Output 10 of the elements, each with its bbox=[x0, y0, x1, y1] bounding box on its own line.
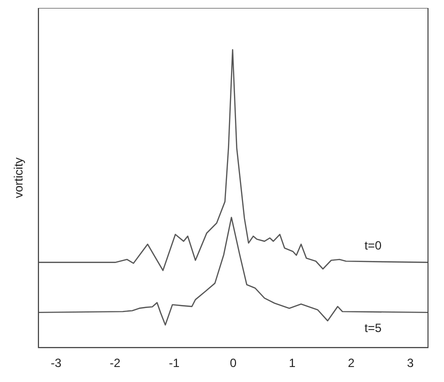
x-tick-label: -2 bbox=[110, 356, 121, 370]
x-tick-label: -1 bbox=[168, 356, 180, 370]
x-tick-label: 3 bbox=[406, 356, 414, 370]
x-tick-label: 1 bbox=[288, 356, 296, 370]
x-tick-label: -3 bbox=[50, 356, 62, 370]
x-tick-label: 2 bbox=[348, 356, 355, 370]
y-axis-title: vorticity bbox=[12, 157, 26, 198]
series-label: t=0 bbox=[364, 238, 382, 253]
series-label: t=5 bbox=[364, 320, 382, 335]
x-tick-label: 0 bbox=[230, 356, 237, 370]
